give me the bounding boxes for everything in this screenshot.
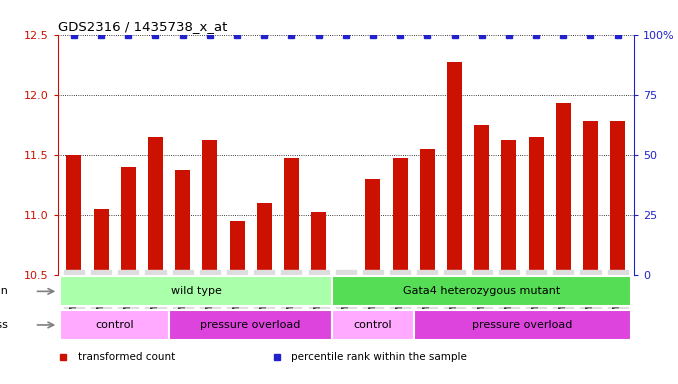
Bar — [66, 154, 81, 275]
Bar — [169, 310, 332, 340]
Text: control: control — [96, 320, 134, 330]
Bar — [583, 121, 598, 275]
Bar — [393, 158, 407, 275]
Bar — [60, 276, 332, 306]
Bar — [556, 103, 571, 275]
Bar — [203, 140, 218, 275]
Bar — [502, 140, 517, 275]
Text: pressure overload: pressure overload — [201, 320, 301, 330]
Bar — [311, 212, 326, 275]
Bar — [610, 121, 625, 275]
Bar — [257, 203, 272, 275]
Bar — [175, 170, 190, 275]
Bar — [60, 310, 169, 340]
Bar — [332, 276, 631, 306]
Bar — [94, 209, 108, 275]
Bar — [529, 137, 544, 275]
Bar — [447, 62, 462, 275]
Text: transformed count: transformed count — [78, 352, 175, 362]
Bar — [284, 158, 299, 275]
Bar — [332, 310, 414, 340]
Bar — [148, 137, 163, 275]
Bar — [420, 149, 435, 275]
Bar — [365, 179, 380, 275]
Text: GDS2316 / 1435738_x_at: GDS2316 / 1435738_x_at — [58, 20, 227, 33]
Text: control: control — [354, 320, 393, 330]
Text: Gata4 heterozygous mutant: Gata4 heterozygous mutant — [403, 286, 560, 296]
Text: wild type: wild type — [171, 286, 222, 296]
Text: percentile rank within the sample: percentile rank within the sample — [291, 352, 467, 362]
Text: stress: stress — [0, 320, 9, 330]
Bar — [338, 272, 353, 275]
Bar — [414, 310, 631, 340]
Bar — [474, 124, 489, 275]
Text: pressure overload: pressure overload — [473, 320, 573, 330]
Bar — [230, 220, 245, 275]
Bar — [121, 167, 136, 275]
Text: strain: strain — [0, 286, 9, 296]
